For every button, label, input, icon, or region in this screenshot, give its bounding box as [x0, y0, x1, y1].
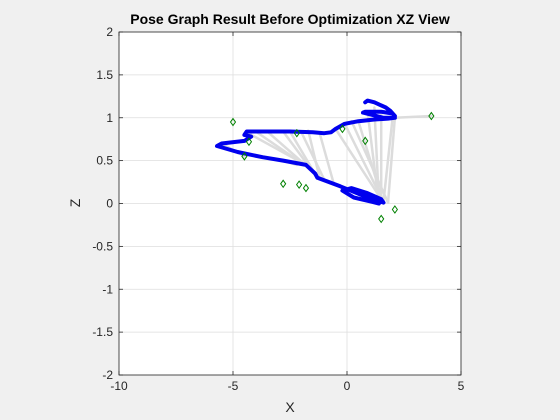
pose-node-25	[288, 129, 292, 134]
pose-node-8	[368, 196, 372, 200]
y-tick-label: -0.5	[92, 239, 113, 253]
pose-node-5	[365, 191, 370, 195]
landmark-marker-5	[302, 183, 310, 193]
pose-node-20	[249, 135, 253, 139]
y-tick-label: -2	[102, 368, 113, 382]
y-tick-label: -1.5	[92, 325, 113, 339]
landmark-marker-4	[296, 180, 303, 189]
landmark-marker-9	[378, 214, 385, 224]
pose-node-13	[304, 163, 308, 167]
pose-node-14	[281, 159, 285, 163]
pose-node-42	[391, 111, 395, 116]
pose-node-40	[363, 110, 367, 114]
pose-node-38	[368, 112, 372, 116]
y-tick-label: 0.5	[96, 154, 113, 168]
pose-node-30	[343, 122, 347, 126]
pose-node-2	[352, 195, 356, 200]
landmark-marker-2	[241, 151, 248, 161]
landmarks-group	[229, 111, 435, 224]
pose-node-12	[308, 167, 313, 171]
pose-node-41	[379, 110, 383, 114]
landmark-marker-3	[280, 179, 287, 189]
landmark-marker-7	[339, 124, 346, 134]
pose-node-10	[315, 176, 319, 180]
pose-node-1	[370, 200, 374, 204]
landmark-marker-0	[229, 117, 237, 127]
y-axis-label: Z	[67, 198, 83, 207]
landmark-marker-11	[428, 111, 435, 121]
landmark-marker-1	[245, 137, 253, 147]
pose-node-7	[381, 201, 386, 205]
pose-node-24	[265, 129, 269, 134]
pose-node-3	[340, 189, 345, 193]
y-tick-label: 0	[106, 197, 113, 211]
trajectory-group	[215, 98, 397, 206]
landmark-marker-10	[391, 205, 398, 214]
pose-node-36	[381, 116, 386, 120]
loop-edge-6	[318, 131, 335, 184]
axis-ticks: -10 -5 0 5 -2 -1.5 -1 -0.5 0 0.5 1 1.5 2	[92, 25, 464, 393]
pose-node-37	[375, 114, 379, 118]
chart-title: Pose Graph Result Before Optimization XZ…	[130, 11, 450, 27]
pose-node-29	[334, 127, 338, 131]
loop-edge-7	[334, 127, 383, 201]
y-tick-label: 1	[106, 111, 113, 125]
pose-node-19	[242, 139, 246, 143]
y-tick-label: 1.5	[96, 68, 113, 82]
pose-node-22	[245, 129, 249, 134]
pose-node-48	[363, 100, 367, 104]
pose-node-17	[215, 144, 219, 148]
pose-node-9	[338, 184, 342, 188]
pose-node-15	[261, 155, 265, 159]
x-tick-label: -10	[110, 379, 128, 393]
pose-node-43	[393, 114, 397, 118]
x-axis-label: X	[285, 399, 295, 415]
loop-edge-15	[386, 116, 397, 204]
loop-edge-12	[373, 106, 381, 204]
x-tick-label: 5	[458, 379, 465, 393]
pose-node-6	[379, 197, 383, 201]
pose-node-33	[386, 117, 390, 121]
pose-node-45	[384, 105, 388, 110]
landmark-marker-8	[362, 136, 369, 146]
loop-edge-19	[306, 129, 321, 180]
loop-edge-14	[382, 116, 394, 204]
pose-node-28	[329, 130, 333, 134]
pose-node-4	[349, 186, 354, 190]
landmark-marker-6	[293, 128, 300, 138]
pose-node-18	[220, 141, 224, 146]
y-tick-label: -1	[102, 282, 113, 296]
pose-node-32	[372, 117, 376, 122]
pose-node-0	[377, 201, 381, 206]
pose-node-21	[242, 133, 246, 137]
pose-node-35	[391, 116, 395, 120]
pose-node-47	[365, 99, 370, 103]
pose-node-31	[356, 119, 360, 123]
pose-node-27	[322, 131, 326, 135]
pose-node-16	[235, 150, 240, 154]
loop-edge-4	[300, 131, 326, 181]
pose-node-23	[254, 129, 258, 134]
x-tick-label: -5	[228, 379, 239, 393]
y-tick-label: 2	[106, 25, 113, 39]
pose-node-11	[313, 171, 317, 176]
x-tick-label: 0	[344, 379, 351, 393]
pose-node-44	[388, 109, 392, 113]
loop-edge-20	[393, 114, 433, 119]
pose-node-46	[372, 100, 376, 104]
pose-node-26	[311, 130, 315, 134]
